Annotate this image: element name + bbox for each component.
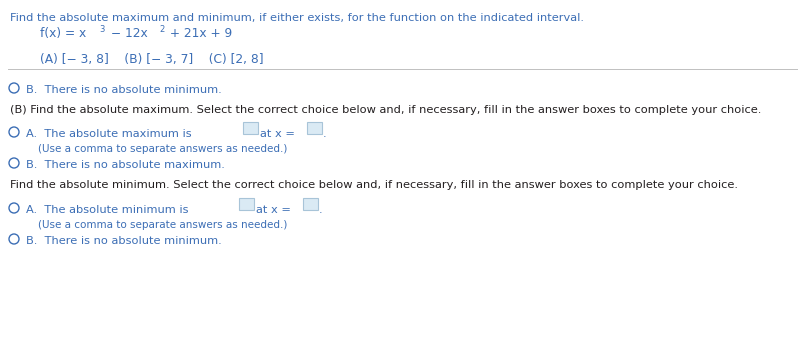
Text: (Use a comma to separate answers as needed.): (Use a comma to separate answers as need…: [38, 220, 287, 230]
Text: Find the absolute maximum and minimum, if either exists, for the function on the: Find the absolute maximum and minimum, i…: [10, 13, 584, 23]
Text: (B) Find the absolute maximum. Select the correct choice below and, if necessary: (B) Find the absolute maximum. Select th…: [10, 105, 762, 115]
Text: A.  The absolute maximum is: A. The absolute maximum is: [26, 129, 192, 139]
Text: f(x) = x: f(x) = x: [40, 27, 86, 40]
Text: at x =: at x =: [256, 205, 291, 215]
Text: 2: 2: [159, 25, 164, 34]
Bar: [303, 197, 318, 209]
Text: at x =: at x =: [260, 129, 295, 139]
Bar: [243, 122, 258, 134]
Text: B.  There is no absolute maximum.: B. There is no absolute maximum.: [26, 160, 225, 170]
Text: − 12x: − 12x: [106, 27, 147, 40]
Text: B.  There is no absolute minimum.: B. There is no absolute minimum.: [26, 236, 221, 246]
Text: .: .: [323, 129, 326, 139]
Text: Find the absolute minimum. Select the correct choice below and, if necessary, fi: Find the absolute minimum. Select the co…: [10, 180, 738, 190]
Text: (A) [− 3, 8]    (B) [− 3, 7]    (C) [2, 8]: (A) [− 3, 8] (B) [− 3, 7] (C) [2, 8]: [40, 53, 263, 66]
Bar: [307, 122, 322, 134]
Text: (Use a comma to separate answers as needed.): (Use a comma to separate answers as need…: [38, 144, 287, 154]
Text: 3: 3: [100, 25, 105, 34]
Text: + 21x + 9: + 21x + 9: [166, 27, 232, 40]
Text: A.  The absolute minimum is: A. The absolute minimum is: [26, 205, 188, 215]
Text: B.  There is no absolute minimum.: B. There is no absolute minimum.: [26, 85, 221, 95]
Text: .: .: [319, 205, 322, 215]
Bar: [238, 197, 254, 209]
